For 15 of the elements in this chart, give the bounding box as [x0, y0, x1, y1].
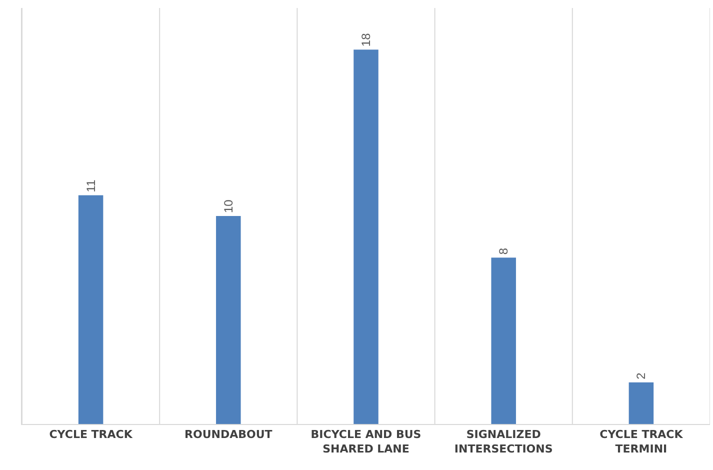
- x-tick-label: ROUNDABOUT: [184, 428, 273, 442]
- x-tick-label: BICYCLE AND BUS SHARED LANE: [310, 428, 422, 456]
- x-tick-label: SIGNALIZED INTERSECTIONS: [454, 428, 553, 456]
- bar: [491, 258, 516, 424]
- data-label: 10: [221, 199, 236, 213]
- x-tick-label: CYCLE TRACK TERMINI: [600, 428, 684, 456]
- bar: [78, 195, 104, 424]
- data-label: 2: [634, 372, 648, 380]
- bar: [354, 50, 378, 424]
- data-label: 18: [359, 32, 373, 47]
- data-label: 8: [496, 248, 511, 255]
- bar: [216, 216, 241, 424]
- bar: [628, 382, 654, 424]
- data-label: 11: [84, 179, 98, 192]
- x-tick-label: CYCLE TRACK: [49, 428, 133, 442]
